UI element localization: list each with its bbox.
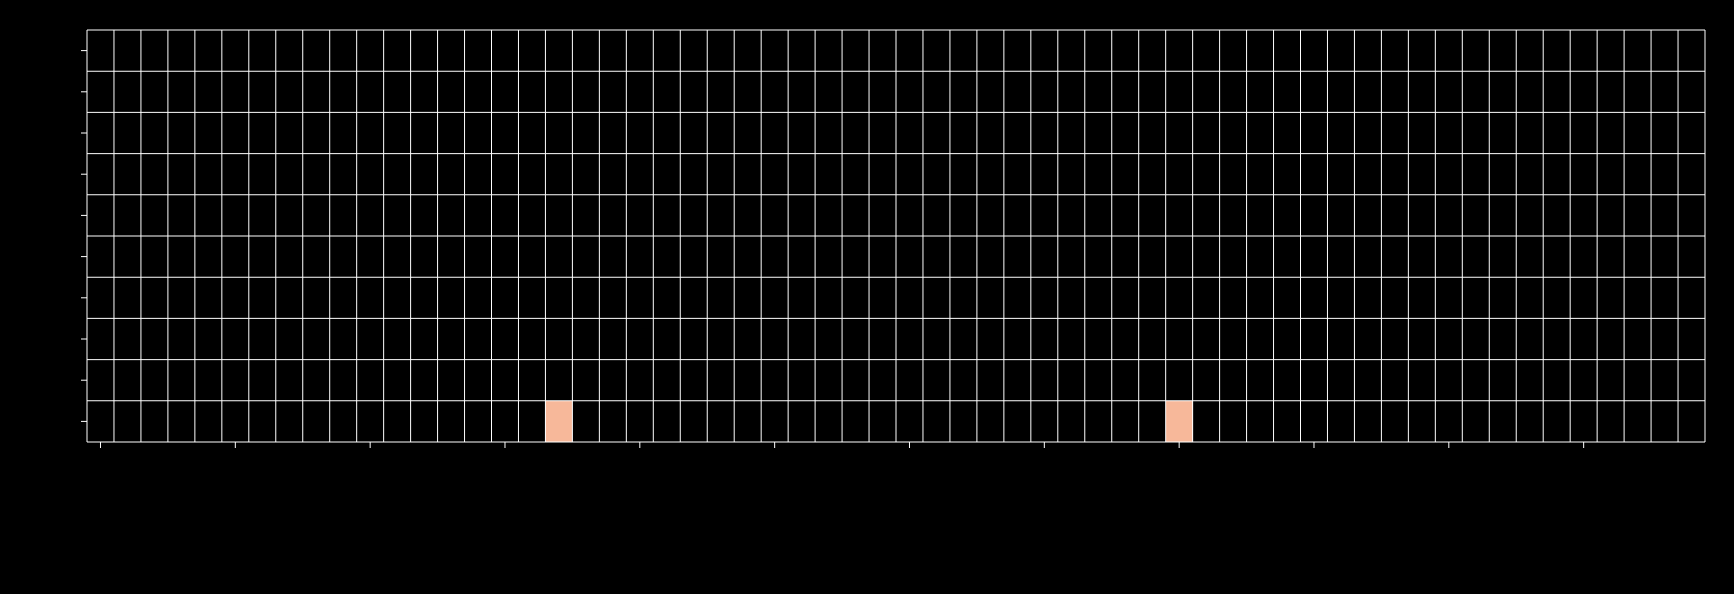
grid-lines (87, 30, 1705, 442)
grid-heatmap-chart (0, 0, 1734, 594)
highlight-cell (545, 401, 572, 442)
chart-svg (0, 0, 1734, 594)
highlight-cell (1166, 401, 1193, 442)
chart-background (0, 0, 1734, 594)
